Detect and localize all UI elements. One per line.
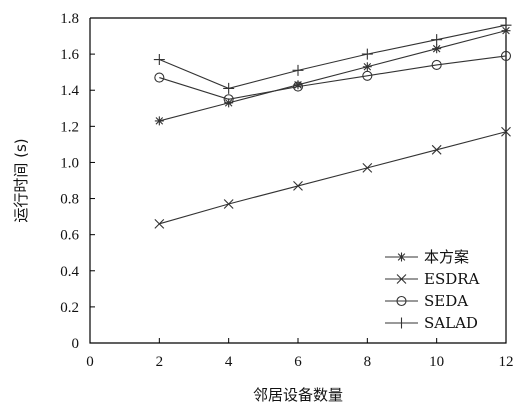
x-tick-label: 2 — [156, 354, 164, 370]
data-point — [431, 144, 442, 155]
y-tick-label: 0 — [72, 336, 80, 352]
series-2 — [154, 50, 512, 105]
legend-label: SEDA — [424, 292, 468, 310]
data-point — [223, 94, 234, 105]
data-point — [362, 62, 372, 72]
y-tick-label: 1.6 — [60, 47, 79, 63]
data-point — [431, 34, 443, 46]
data-point — [154, 116, 164, 126]
x-tick-label: 12 — [499, 354, 514, 370]
legend-item: SALAD — [385, 314, 478, 332]
data-point — [154, 72, 165, 83]
series-1 — [154, 126, 511, 229]
x-tick-label: 0 — [86, 354, 94, 370]
data-point — [500, 19, 512, 31]
x-tick-label: 4 — [225, 354, 233, 370]
data-point — [432, 44, 442, 54]
x-tick-label: 8 — [364, 354, 372, 370]
legend-marker — [396, 295, 407, 307]
data-point — [293, 181, 303, 191]
y-tick-label: 1.8 — [60, 11, 79, 27]
legend: 本方案 ESDRA SEDA SALAD — [385, 248, 480, 332]
data-point — [153, 54, 165, 66]
y-tick-label: 1.0 — [60, 155, 79, 171]
data-point — [362, 70, 373, 81]
data-point — [223, 82, 235, 94]
legend-marker — [396, 274, 407, 284]
data-point — [361, 48, 373, 60]
series-line — [159, 30, 507, 122]
series-line — [159, 55, 507, 100]
data-point — [293, 80, 303, 90]
legend-label: SALAD — [424, 314, 478, 332]
series-layer — [153, 19, 512, 229]
series-3 — [153, 19, 512, 94]
y-axis-title: 运行时间 (s) — [12, 138, 30, 222]
x-axis-title: 邻居设备数量 — [253, 386, 343, 404]
legend-label: ESDRA — [424, 270, 480, 288]
axes: 0 2 4 6 8 10 12 0 0.2 0.4 0.6 0.8 1.0 1.2 1.4 1.6 1.8 — [60, 11, 513, 370]
y-tick-label: 0.2 — [60, 300, 79, 316]
series-0 — [154, 26, 511, 126]
data-point — [154, 218, 165, 229]
y-tick-label: 1.4 — [60, 83, 79, 99]
y-tick-label: 0.6 — [60, 228, 79, 244]
data-point — [223, 199, 234, 209]
legend-item: 本方案 — [385, 248, 469, 266]
y-tick-label: 0.4 — [60, 264, 79, 280]
data-point — [362, 162, 373, 173]
data-point — [292, 81, 304, 92]
data-point — [500, 50, 512, 61]
data-point — [224, 98, 234, 108]
data-point — [501, 126, 511, 137]
data-point — [431, 59, 442, 70]
data-point — [292, 64, 304, 76]
series-line — [159, 131, 507, 225]
x-tick-label: 6 — [294, 354, 302, 370]
x-tick-label: 10 — [429, 354, 444, 370]
legend-marker — [396, 317, 407, 329]
y-tick-label: 1.2 — [60, 119, 79, 135]
legend-marker — [397, 252, 406, 262]
series-line — [159, 24, 507, 89]
legend-label: 本方案 — [424, 248, 469, 266]
legend-item: ESDRA — [385, 270, 480, 288]
legend-item: SEDA — [385, 292, 468, 310]
y-tick-label: 0.8 — [60, 192, 79, 208]
